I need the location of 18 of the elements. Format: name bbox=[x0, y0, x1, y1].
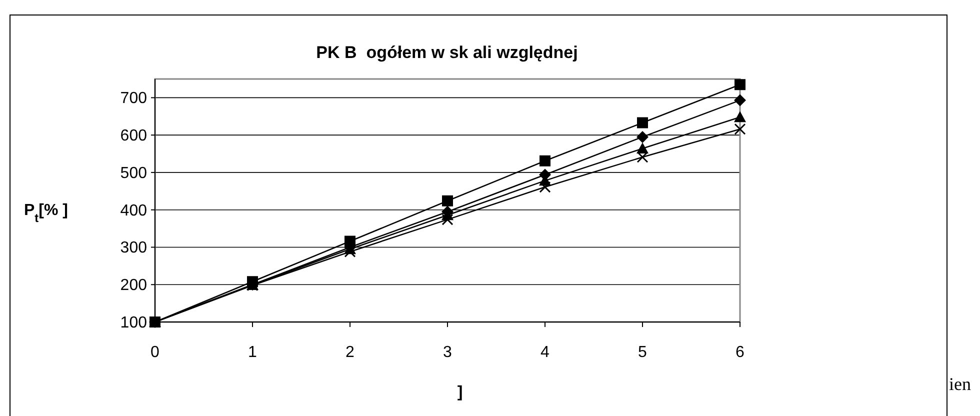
y-tick-label: 700 bbox=[120, 90, 148, 108]
x-tick-label: 3 bbox=[443, 344, 452, 361]
y-axis-title: P$_{t}$[% ] bbox=[24, 202, 68, 225]
chart-title: PK B ogółem w sk ali względnej bbox=[316, 43, 578, 62]
y-tick-label: 500 bbox=[120, 164, 148, 182]
x-tick-label: 1 bbox=[248, 344, 258, 361]
x-tick-label: 5 bbox=[638, 344, 648, 361]
x-axis-title: ] bbox=[457, 384, 463, 401]
y-tick-label: 300 bbox=[120, 240, 148, 257]
y-tick-label: 100 bbox=[120, 314, 148, 332]
y-tick-label: 200 bbox=[120, 277, 148, 294]
x-tick-label: 4 bbox=[540, 344, 550, 361]
y-tick-label: 400 bbox=[120, 202, 148, 220]
y-tick-label: 600 bbox=[120, 128, 148, 145]
x-tick-label: 2 bbox=[346, 344, 355, 361]
text: ien bbox=[949, 374, 971, 394]
x-tick-label: 6 bbox=[736, 344, 745, 361]
x-tick-label: 0 bbox=[150, 344, 160, 361]
